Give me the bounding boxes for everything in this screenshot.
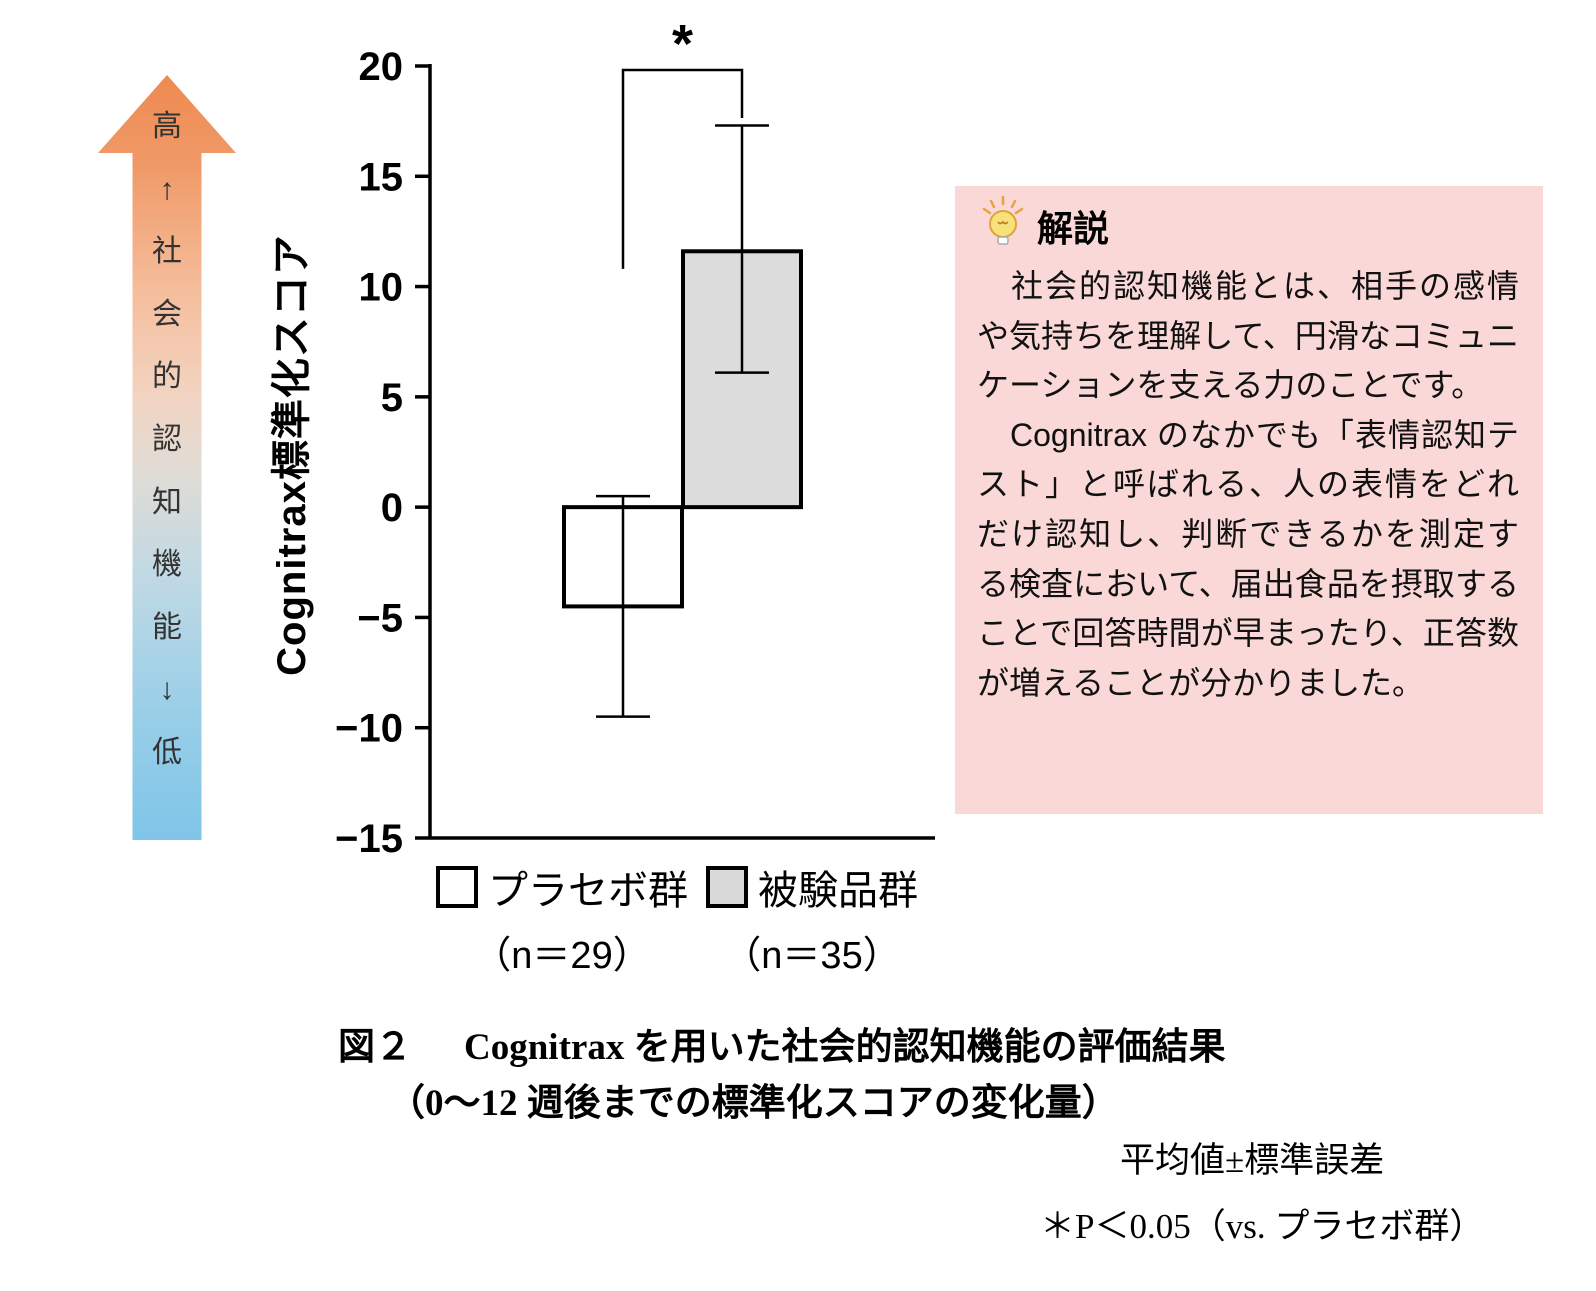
arrow-label-char: 認 bbox=[152, 422, 182, 456]
legend-swatch-placebo bbox=[436, 866, 478, 908]
up-arrow-icon: ↑ bbox=[159, 172, 175, 206]
significance-bracket bbox=[621, 68, 744, 269]
y-tick-label: −5 bbox=[357, 596, 403, 640]
legend-item-test: 被験品群 （n＝35） bbox=[706, 858, 918, 979]
arrow-label-char: 能 bbox=[152, 610, 182, 644]
footnote-mean-se: 平均値±標準誤差 bbox=[1120, 1141, 1385, 1180]
explanation-title: 解説 bbox=[1037, 208, 1110, 249]
explanation-text: 社会的認知機能とは、相手の感情や気持ちを理解して、円滑なコミュニケーションを支え… bbox=[977, 262, 1519, 708]
explanation-paragraph: 社会的認知機能とは、相手の感情や気持ちを理解して、円滑なコミュニケーションを支え… bbox=[977, 268, 1519, 404]
y-tick-label: 20 bbox=[359, 45, 404, 89]
y-tick-label: −10 bbox=[335, 707, 403, 751]
arrow-label-high: 高 bbox=[152, 110, 182, 143]
legend-label-test: 被験品群 bbox=[758, 869, 918, 913]
arrow-label-char: 会 bbox=[152, 297, 182, 331]
explanation-paragraph: Cognitrax のなかでも「表情認知テスト」と呼ばれる、人の表情をどれだけ認… bbox=[977, 416, 1519, 701]
arrow-label-char: 知 bbox=[152, 485, 182, 519]
explanation-box: 解説 社会的認知機能とは、相手の感情や気持ちを理解して、円滑なコミュニケーション… bbox=[955, 186, 1543, 814]
axis-direction-labels: 高 ↑ 社 会 的 認 知 機 能 ↓ 低 bbox=[98, 112, 236, 768]
figure-caption: 図２ Cognitrax を用いた社会的認知機能の評価結果 bbox=[338, 1016, 1226, 1070]
figure-subtitle: （0～12 週後までの標準化スコアの変化量） bbox=[388, 1083, 1119, 1124]
arrow-label-low: 低 bbox=[152, 735, 182, 769]
arrow-label-char: 機 bbox=[152, 548, 182, 582]
legend-label-placebo: プラセボ群 bbox=[488, 869, 688, 913]
arrow-label-char: 的 bbox=[152, 360, 182, 394]
legend-swatch-test bbox=[706, 866, 748, 908]
y-tick-label: 15 bbox=[359, 155, 404, 199]
bar-chart: 20 15 10 5 0 −5 −10 −15 * bbox=[335, 18, 935, 861]
figure-title: Cognitrax を用いた社会的認知機能の評価結果 bbox=[464, 1027, 1226, 1068]
y-tick-label: 5 bbox=[381, 376, 403, 420]
y-tick-label: −15 bbox=[335, 817, 403, 861]
legend-n-placebo: （n＝29） bbox=[473, 935, 651, 977]
y-tick-label: 0 bbox=[381, 486, 403, 530]
footnote-pvalue: ＊P＜0.05（vs. プラセボ群） bbox=[1040, 1207, 1485, 1246]
bar-test-product bbox=[681, 249, 803, 510]
legend-n-test: （n＝35） bbox=[723, 935, 901, 977]
y-tick-label: 10 bbox=[359, 266, 404, 310]
significance-star: * bbox=[672, 18, 693, 74]
arrow-label-char: 社 bbox=[152, 235, 182, 269]
legend-item-placebo: プラセボ群 （n＝29） bbox=[436, 858, 688, 979]
lightbulb-icon bbox=[982, 195, 1024, 245]
figure-number: 図２ bbox=[338, 1027, 412, 1068]
down-arrow-icon: ↓ bbox=[159, 673, 175, 707]
